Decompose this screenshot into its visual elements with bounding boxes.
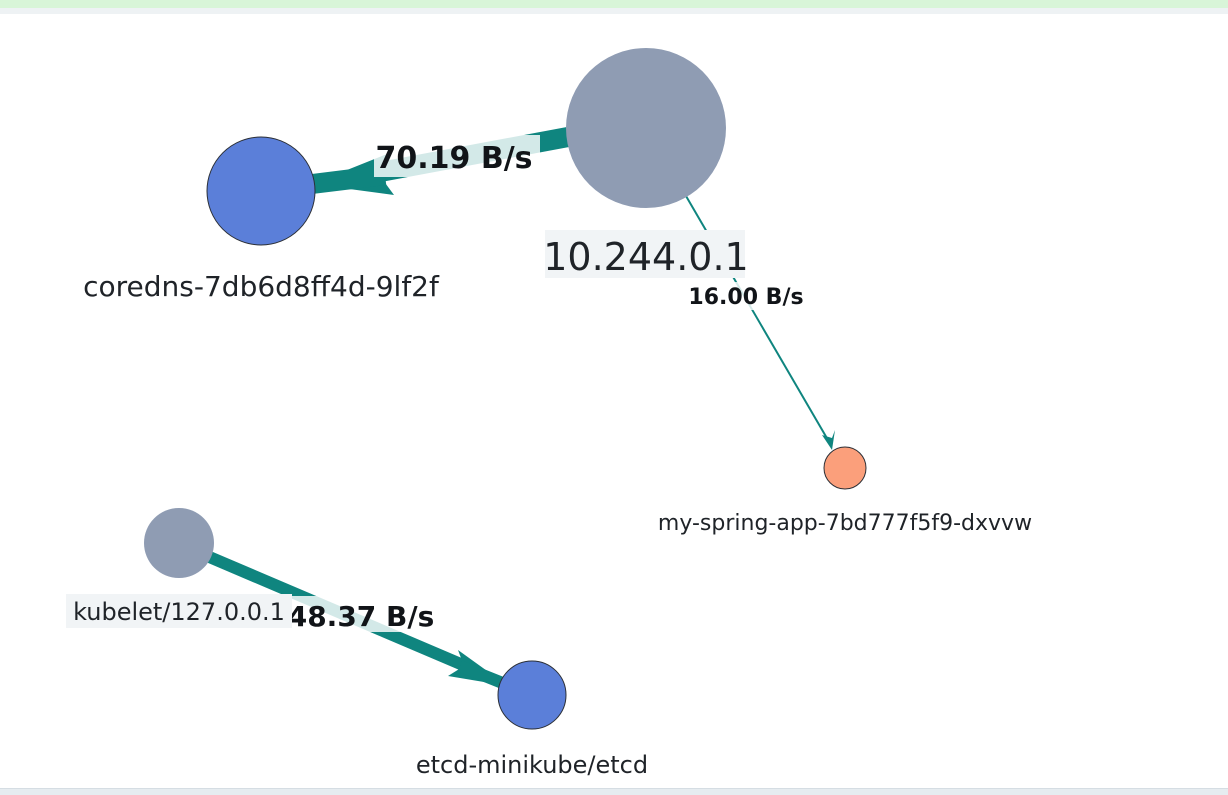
edge-ip10-to-springapp[interactable]: 16.00 B/s [684, 195, 835, 450]
node-coredns[interactable]: coredns-7db6d8ff4d-9lf2f [83, 136, 440, 303]
toolbar-shadow [0, 8, 1228, 14]
edge-kubelet-to-etcd[interactable]: 48.37 B/s [197, 547, 508, 690]
edge-label-bg-70 [374, 135, 540, 177]
node-ip10-circle [566, 48, 726, 208]
node-coredns-circle [206, 136, 316, 246]
node-kubelet-label-bg [66, 594, 292, 628]
edge-label-bg-48 [292, 596, 434, 632]
node-kubelet-circle [144, 508, 214, 578]
edge-kubelet-etcd-join [457, 660, 508, 690]
bottom-panel-edge [0, 788, 1228, 795]
edge-ip10-springapp-arrowhead [822, 430, 835, 450]
node-etcd-label: etcd-minikube/etcd [416, 751, 648, 779]
edge-label-bg-16 [684, 282, 808, 310]
node-etcd[interactable]: etcd-minikube/etcd [416, 660, 648, 779]
edge-label-16: 16.00 B/s [688, 285, 803, 310]
edge-ip10-to-coredns[interactable]: 70.19 B/s [300, 127, 570, 195]
node-springapp-label: my-spring-app-7bd777f5f9-dxvvw [658, 511, 1032, 536]
edge-label-70: 70.19 B/s [375, 141, 532, 176]
edge-label-48: 48.37 B/s [288, 600, 435, 633]
node-ip10-label: 10.244.0.1 [543, 235, 748, 279]
node-coredns-label: coredns-7db6d8ff4d-9lf2f [83, 270, 440, 303]
node-ip10[interactable]: 10.244.0.1 [543, 48, 749, 279]
top-toolbar-strip [0, 0, 1228, 8]
edge-ip10-coredns-join [310, 165, 387, 194]
node-springapp[interactable]: my-spring-app-7bd777f5f9-dxvvw [658, 446, 1032, 536]
node-etcd-circle [497, 660, 567, 730]
node-springapp-circle [823, 446, 867, 490]
node-kubelet[interactable]: kubelet/127.0.0.1 [66, 508, 292, 628]
node-kubelet-label: kubelet/127.0.0.1 [73, 598, 285, 626]
node-ip10-label-bg [545, 230, 745, 278]
